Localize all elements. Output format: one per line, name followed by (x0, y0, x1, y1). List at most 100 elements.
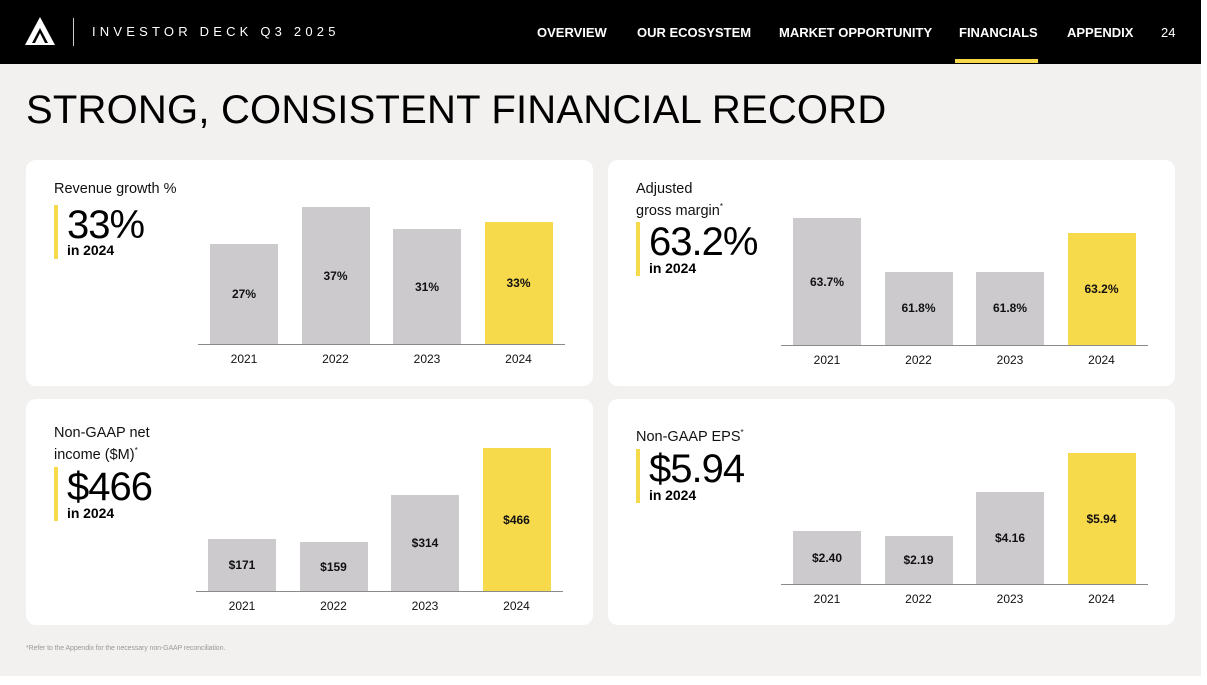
nav-financials[interactable]: FINANCIALS (959, 25, 1038, 40)
kpi-in: in (649, 260, 662, 276)
bar-value-label: 27% (231, 287, 257, 302)
footnote: *Refer to the Appendix for the necessary… (26, 645, 226, 652)
card-label-line1: Non-GAAP net (54, 425, 150, 441)
card-label: Adjusted gross margin* (636, 180, 723, 220)
x-axis-baseline (198, 344, 565, 345)
bar-value-label: 63.7% (809, 274, 845, 289)
page-title: STRONG, CONSISTENT FINANCIAL RECORD (26, 88, 887, 132)
bar-value-label: 61.8% (901, 301, 936, 316)
net-income-chart: $171 2021 $159 2022 $314 2023 $466 2024 (26, 399, 593, 625)
nav-appendix[interactable]: APPENDIX (1067, 25, 1134, 40)
x-tick-label: 2021 (228, 599, 256, 613)
x-axis-baseline (196, 591, 563, 592)
card-label: Revenue growth % (54, 180, 177, 198)
bar-2024 (482, 448, 551, 591)
x-tick-label: 2021 (813, 592, 841, 606)
bar-value-label: $2.40 (811, 550, 843, 565)
company-logo-icon (25, 17, 55, 45)
kpi-value: $5.94 (649, 447, 745, 491)
slide-edge (0, 676, 1207, 685)
card-label-line2: income ($M) (54, 446, 135, 463)
bar-2024 (1067, 232, 1136, 345)
bar-value-label: $4.16 (994, 531, 1026, 546)
card-label-line1: Non-GAAP EPS (636, 428, 741, 445)
kpi-value: 33% (67, 203, 145, 247)
kpi-year: 2024 (83, 242, 115, 258)
x-tick-label: 2022 (320, 599, 347, 613)
bar-2024 (484, 221, 553, 344)
footnote-marker: * (134, 446, 138, 455)
kpi-year: 2024 (665, 260, 697, 276)
nav-market-opportunity[interactable]: MARKET OPPORTUNITY (779, 25, 933, 40)
eps-chart: $2.40 2021 $2.19 2022 $4.16 2023 $5.94 2024 (608, 399, 1175, 625)
kpi-accent-bar (636, 222, 640, 276)
x-axis-baseline (781, 345, 1148, 346)
x-tick-label: 2024 (1088, 592, 1115, 606)
bar-value-label: 31% (414, 279, 440, 294)
bar-value-label: 33% (506, 275, 531, 290)
bar-2022 (884, 535, 953, 584)
footnote-marker: * (719, 202, 723, 211)
bar-value-label: 37% (323, 268, 348, 283)
active-nav-indicator (955, 59, 1038, 63)
x-tick-label: 2024 (1088, 353, 1115, 367)
bar-value-label: 63.2% (1084, 281, 1119, 296)
card-label-line1: Adjusted (636, 181, 693, 197)
bar-2021 (208, 538, 276, 591)
kpi-year: 2024 (83, 505, 115, 521)
bar-2023 (976, 492, 1044, 584)
x-tick-label: 2022 (322, 352, 349, 366)
x-tick-label: 2023 (413, 352, 441, 366)
bar-2022 (884, 271, 953, 345)
deck-title: INVESTOR DECK Q3 2025 (92, 24, 340, 39)
bar-value-label: $5.94 (1086, 511, 1117, 526)
bar-2023 (976, 271, 1044, 345)
eps-card: Non-GAAP EPS* $5.94 in 2024 $2.40 2021 $2.… (608, 399, 1175, 625)
revenue-growth-chart: 27% 2021 37% 2022 31% 2023 33% 2024 (26, 160, 593, 386)
kpi-period: in 2024 (649, 487, 696, 503)
card-label: Non-GAAP net income ($M)* (54, 424, 150, 464)
bar-2022 (299, 542, 368, 591)
x-tick-label: 2022 (905, 592, 932, 606)
bar-2024 (1067, 453, 1136, 584)
kpi-accent-bar (636, 449, 640, 503)
card-label-line2: gross margin (636, 202, 720, 219)
header-divider (73, 18, 74, 46)
kpi-accent-bar (54, 205, 58, 259)
bar-2021 (793, 218, 861, 345)
x-axis-baseline (781, 584, 1148, 585)
top-navigation-bar: INVESTOR DECK Q3 2025 OVERVIEW OUR ECOSY… (0, 0, 1201, 64)
x-tick-label: 2023 (411, 599, 439, 613)
revenue-growth-card: Revenue growth % 33% in 2024 27% 2021 37% 2… (26, 160, 593, 386)
kpi-value: 63.2% (649, 220, 758, 264)
bar-2023 (391, 494, 459, 591)
x-tick-label: 2024 (503, 599, 530, 613)
bar-value-label: $466 (503, 512, 530, 527)
kpi-in: in (649, 487, 662, 503)
kpi-accent-bar (54, 467, 58, 521)
kpi-period: in 2024 (67, 242, 114, 258)
x-tick-label: 2023 (996, 592, 1024, 606)
net-income-card: Non-GAAP net income ($M)* $466 in 2024 $… (26, 399, 593, 625)
x-tick-label: 2021 (813, 353, 841, 367)
nav-our-ecosystem[interactable]: OUR ECOSYSTEM (637, 25, 752, 40)
kpi-value: $466 (67, 465, 153, 509)
bar-2022 (301, 207, 370, 344)
slide-edge (1201, 0, 1207, 685)
bar-2021 (793, 531, 861, 584)
bar-2021 (210, 244, 278, 344)
x-tick-label: 2021 (230, 352, 258, 366)
kpi-period: in 2024 (67, 505, 114, 521)
bar-value-label: 61.8% (992, 301, 1028, 316)
x-tick-label: 2023 (996, 353, 1024, 367)
kpi-year: 2024 (665, 487, 697, 503)
kpi-period: in 2024 (649, 260, 696, 276)
bar-value-label: $2.19 (903, 552, 934, 567)
gross-margin-chart: 63.7% 2021 61.8% 2022 61.8% 2023 63.2% 2024 (608, 160, 1175, 386)
kpi-in: in (67, 505, 80, 521)
bar-value-label: $314 (411, 535, 439, 550)
bar-2023 (393, 229, 461, 344)
nav-overview[interactable]: OVERVIEW (537, 25, 607, 40)
card-label: Non-GAAP EPS* (636, 424, 744, 446)
x-tick-label: 2024 (505, 352, 532, 366)
